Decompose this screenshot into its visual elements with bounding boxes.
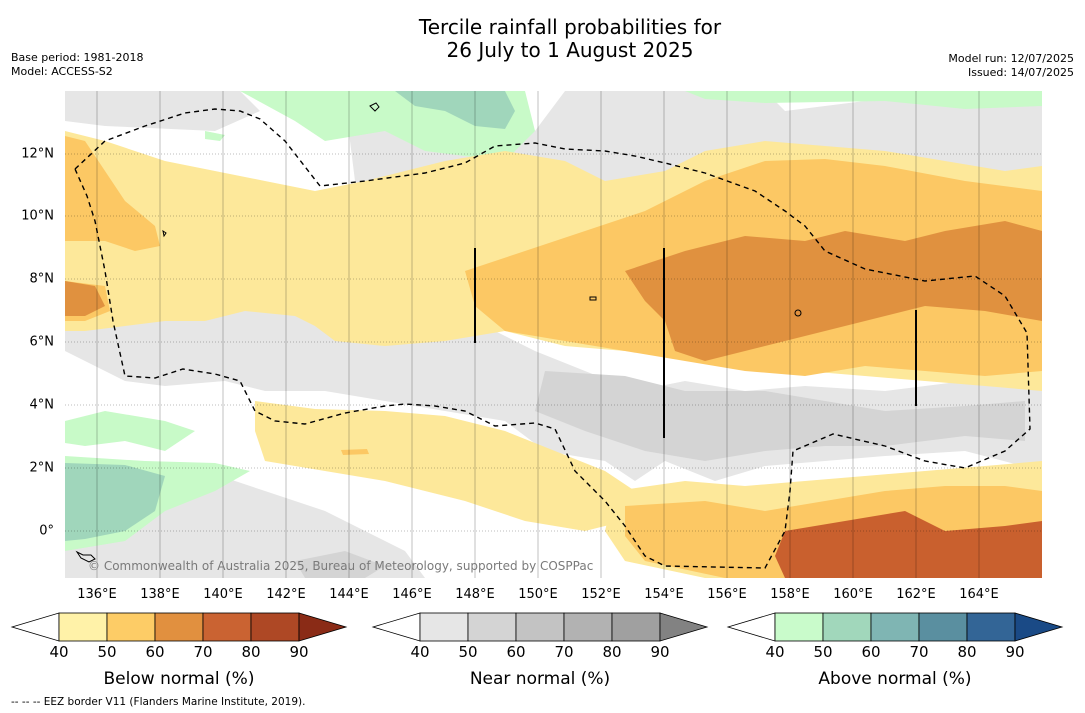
cb-above-extend-low — [726, 612, 776, 642]
lat-label-4n: 4°N — [29, 397, 55, 413]
cb-near-tick-40: 40 — [410, 643, 430, 661]
colorbar-above-normal — [726, 612, 1064, 642]
cb-above-tick-40: 40 — [765, 643, 785, 661]
cb-above-extend-high — [1014, 612, 1064, 642]
graticule — [65, 153, 1042, 532]
reference-lines — [474, 248, 917, 438]
lon-label-148e: 148°E — [455, 587, 495, 602]
colorbar-below-normal — [10, 612, 348, 642]
cb-near-tick-90: 90 — [650, 643, 670, 661]
model-text: Model: ACCESS-S2 — [11, 65, 113, 78]
cb-above-tick-60: 60 — [861, 643, 881, 661]
cb-above-label: Above normal (%) — [818, 669, 972, 689]
lon-label-146e: 146°E — [392, 587, 432, 602]
cb-near-swatch-4 — [611, 612, 661, 642]
lon-label-164e: 164°E — [959, 587, 999, 602]
lon-label-136e: 136°E — [77, 587, 117, 602]
cb-above-tick-80: 80 — [957, 643, 977, 661]
colorbars — [10, 612, 1064, 642]
cb-near-swatch-3 — [563, 612, 613, 642]
lon-label-150e: 150°E — [518, 587, 558, 602]
lon-label-138e: 138°E — [140, 587, 180, 602]
eez-border — [74, 108, 1031, 569]
lon-label-144e: 144°E — [329, 587, 369, 602]
lon-label-142e: 142°E — [266, 587, 306, 602]
model-run-text: Model run: 12/07/2025 — [948, 52, 1074, 65]
cb-below-extend-high — [298, 612, 348, 642]
base-period-text: Base period: 1981-2018 — [11, 51, 144, 64]
lat-label-6n: 6°N — [29, 334, 55, 350]
map-title-line1: Tercile rainfall probabilities for — [418, 15, 722, 39]
cb-near-tick-80: 80 — [602, 643, 622, 661]
lon-label-140e: 140°E — [203, 587, 243, 602]
issued-text: Issued: 14/07/2025 — [967, 66, 1074, 79]
cb-below-tick-40: 40 — [49, 643, 69, 661]
cb-near-extend-low — [371, 612, 421, 642]
cb-near-tick-50: 50 — [458, 643, 478, 661]
cb-below-label: Below normal (%) — [103, 669, 255, 689]
cb-below-swatch-3 — [202, 612, 252, 642]
cb-above-swatch-4 — [966, 612, 1016, 642]
map-title-line2: 26 July to 1 August 2025 — [446, 38, 694, 62]
cb-above-swatch-2 — [870, 612, 920, 642]
cb-above-swatch-3 — [918, 612, 968, 642]
lat-label-0: 0° — [39, 523, 54, 539]
below-normal-60-region — [65, 221, 1042, 361]
lat-label-12n: 12°N — [21, 146, 54, 162]
cb-above-swatch-1 — [822, 612, 872, 642]
cb-above-swatch-0 — [774, 612, 824, 642]
cb-below-tick-60: 60 — [145, 643, 165, 661]
cb-below-swatch-2 — [154, 612, 204, 642]
lon-label-160e: 160°E — [833, 587, 873, 602]
lat-label-8n: 8°N — [29, 271, 55, 287]
cb-near-swatch-0 — [419, 612, 469, 642]
lon-label-156e: 156°E — [707, 587, 747, 602]
above-normal-50-region — [65, 91, 515, 541]
copyright-text: © Commonwealth of Australia 2025, Bureau… — [88, 559, 593, 573]
near-normal-50-region — [295, 371, 1025, 578]
colorbar-near-normal — [371, 612, 709, 642]
lat-label-2n: 2°N — [29, 460, 55, 476]
map-panel: © Commonwealth of Australia 2025, Bureau… — [65, 91, 1042, 578]
cb-below-tick-90: 90 — [289, 643, 309, 661]
cb-near-tick-60: 60 — [506, 643, 526, 661]
cb-near-extend-high — [659, 612, 709, 642]
lon-label-152e: 152°E — [581, 587, 621, 602]
lon-label-154e: 154°E — [644, 587, 684, 602]
cb-below-swatch-1 — [106, 612, 156, 642]
cb-below-extend-low — [10, 612, 60, 642]
cb-near-tick-70: 70 — [554, 643, 574, 661]
cb-below-swatch-4 — [250, 612, 300, 642]
lat-label-10n: 10°N — [21, 208, 54, 224]
cb-near-swatch-1 — [467, 612, 517, 642]
below-normal-70-region — [775, 511, 1042, 578]
island-outlines — [75, 102, 802, 563]
cb-below-tick-80: 80 — [241, 643, 261, 661]
meta-left: Base period: 1981-2018 Model: ACCESS-S2 — [11, 51, 143, 79]
cb-below-tick-70: 70 — [193, 643, 213, 661]
meta-right: Model run: 12/07/2025 Issued: 14/07/2025 — [948, 52, 1074, 80]
cb-below-tick-50: 50 — [97, 643, 117, 661]
cb-above-tick-50: 50 — [813, 643, 833, 661]
probability-map: © Commonwealth of Australia 2025, Bureau… — [65, 91, 1042, 578]
cb-near-label: Near normal (%) — [469, 669, 611, 689]
lon-label-158e: 158°E — [770, 587, 810, 602]
lon-label-162e: 162°E — [896, 587, 936, 602]
cb-below-swatch-0 — [58, 612, 108, 642]
eez-legend-note: -- -- -- EEZ border V11 (Flanders Marine… — [11, 696, 306, 708]
cb-above-tick-70: 70 — [909, 643, 929, 661]
cb-above-tick-90: 90 — [1005, 643, 1025, 661]
cb-near-swatch-2 — [515, 612, 565, 642]
